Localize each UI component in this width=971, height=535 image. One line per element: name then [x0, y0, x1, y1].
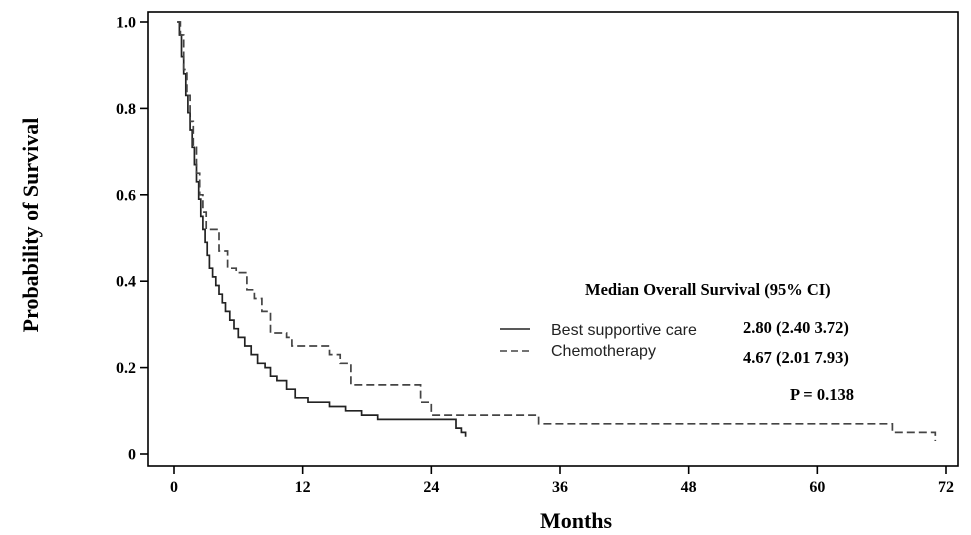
legend-label-best-supportive-care: Best supportive care [551, 322, 697, 339]
y-axis-title: Probability of Survival [18, 118, 43, 333]
median-survival-heading: Median Overall Survival (95% CI) [585, 280, 831, 299]
x-tick-label: 12 [295, 479, 311, 496]
y-tick-label: 0.2 [116, 360, 136, 377]
survival-curve-chemotherapy [177, 21, 937, 441]
y-tick-label: 0.8 [116, 101, 136, 118]
legend-label-chemotherapy: Chemotherapy [551, 343, 656, 360]
y-tick-label: 1.0 [116, 15, 136, 32]
p-value: P = 0.138 [790, 385, 854, 404]
plot-frame [147, 11, 959, 467]
x-tick-label: 60 [809, 479, 825, 496]
y-tick-label: 0.4 [116, 274, 136, 291]
x-tick-label: 24 [423, 479, 439, 496]
x-tick-label: 48 [681, 479, 697, 496]
y-tick-label: 0 [128, 447, 136, 464]
median-value-best-supportive-care: 2.80 (2.40 3.72) [743, 318, 849, 337]
median-value-chemotherapy: 4.67 (2.01 7.93) [743, 348, 849, 367]
survival-curve-best-supportive-care [177, 21, 467, 437]
x-tick-label: 72 [938, 479, 954, 496]
x-tick-label: 36 [552, 479, 568, 496]
y-tick-label: 0.6 [116, 187, 136, 204]
x-axis-title: Months [540, 508, 613, 533]
x-tick-label: 0 [170, 479, 178, 496]
